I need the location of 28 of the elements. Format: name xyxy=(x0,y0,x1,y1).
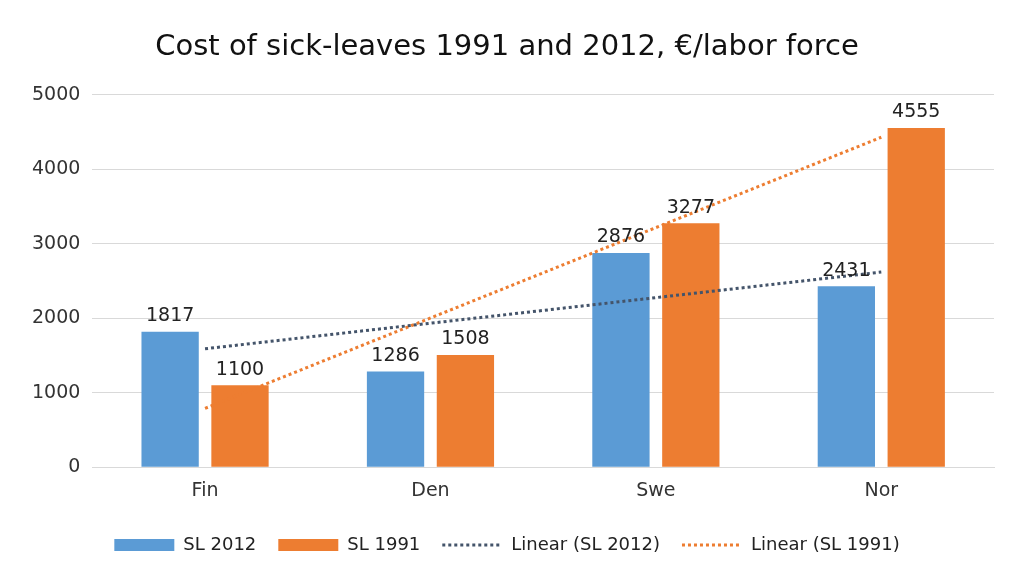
bar xyxy=(592,253,650,467)
x-tick-label: Fin xyxy=(191,477,219,500)
data-label: 1100 xyxy=(215,356,265,379)
data-label: 3277 xyxy=(666,194,715,217)
data-label: 1817 xyxy=(145,303,195,326)
y-tick-label: 0 xyxy=(68,454,81,477)
y-tick-label: 4000 xyxy=(31,156,81,179)
bar xyxy=(366,371,425,467)
legend-label: Linear (SL 2012) xyxy=(511,532,660,554)
x-tick-label: Swe xyxy=(636,477,676,500)
data-label: 1508 xyxy=(441,326,490,349)
y-tick-label: 1000 xyxy=(31,379,81,402)
y-tick-label: 3000 xyxy=(31,230,81,253)
x-tick-label: Nor xyxy=(864,477,899,500)
data-label: 2431 xyxy=(822,257,871,280)
legend-label: Linear (SL 1991) xyxy=(750,532,900,554)
data-label: 4555 xyxy=(892,99,941,122)
bar xyxy=(436,354,495,467)
bar xyxy=(887,127,945,467)
chart-title: Cost of sick-leaves 1991 and 2012, €/labor force xyxy=(155,27,859,62)
legend-label: SL 2012 xyxy=(183,532,257,554)
data-label: 1286 xyxy=(371,342,420,365)
x-tick-label: Den xyxy=(411,477,450,500)
bar xyxy=(817,286,876,467)
y-tick-label: 2000 xyxy=(31,305,81,328)
bar xyxy=(141,331,199,467)
y-tick-label: 5000 xyxy=(31,81,81,104)
legend-label: SL 1991 xyxy=(347,532,421,554)
